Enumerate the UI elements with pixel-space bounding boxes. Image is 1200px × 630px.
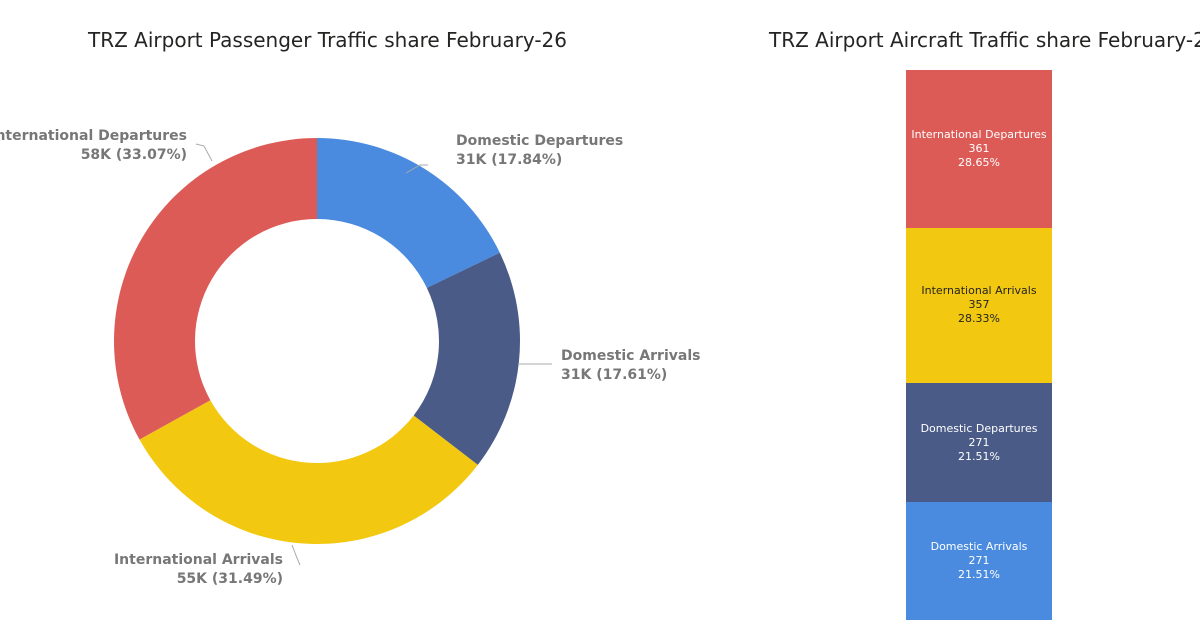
aircraft-chart-title: TRZ Airport Aircraft Traffic share Febru… <box>769 28 1200 52</box>
donut-leader-line <box>405 164 428 174</box>
segment-label: Domestic Departures <box>920 421 1038 435</box>
passenger-chart-title: TRZ Airport Passenger Traffic share Febr… <box>88 28 567 52</box>
segment-value: 357 <box>968 298 990 312</box>
donut-leader-line <box>291 544 301 566</box>
donut-value-label: 31K (17.61%) <box>561 367 667 383</box>
segment-value: 271 <box>968 553 990 567</box>
donut-category-label: Domestic Arrivals <box>561 348 700 364</box>
donut-leader-line <box>195 143 213 162</box>
donut-slice-domestic-departures[interactable] <box>317 138 500 288</box>
segment-value: 361 <box>968 141 990 155</box>
aircraft-stacked-column: International Departures 361 28.65% Interna… <box>906 70 1052 620</box>
stack-segment-domestic-arrivals[interactable]: Domestic Arrivals 271 21.51% <box>906 501 1052 620</box>
donut-slice-international-arrivals[interactable] <box>139 400 478 544</box>
donut-category-label: International Departures <box>0 128 187 144</box>
donut-value-label: 58K (33.07%) <box>81 147 187 163</box>
segment-percent: 28.33% <box>958 312 1000 326</box>
donut-category-label: International Arrivals <box>114 552 283 568</box>
segment-label: International Departures <box>911 127 1047 141</box>
donut-value-label: 55K (31.49%) <box>177 571 283 587</box>
passenger-donut-chart: Domestic Departures 31K (17.84%) Domestic … <box>0 128 700 587</box>
segment-value: 271 <box>968 435 990 449</box>
stack-segment-domestic-departures[interactable]: Domestic Departures 271 21.51% <box>906 383 1052 502</box>
segment-percent: 21.51% <box>958 449 1000 463</box>
segment-label: Domestic Arrivals <box>930 539 1028 553</box>
segment-label: International Arrivals <box>921 284 1037 298</box>
segment-percent: 28.65% <box>958 155 1000 169</box>
donut-slice-international-departures[interactable] <box>113 138 317 440</box>
stack-segment-international-arrivals[interactable]: International Arrivals 357 28.33% <box>906 227 1052 384</box>
segment-percent: 21.51% <box>958 567 1000 581</box>
donut-category-label: Domestic Departures <box>456 133 623 149</box>
donut-value-label: 31K (17.84%) <box>456 152 562 168</box>
stack-segment-international-departures[interactable]: International Departures 361 28.65% <box>906 70 1052 228</box>
donut-slice-domestic-arrivals[interactable] <box>413 252 520 465</box>
